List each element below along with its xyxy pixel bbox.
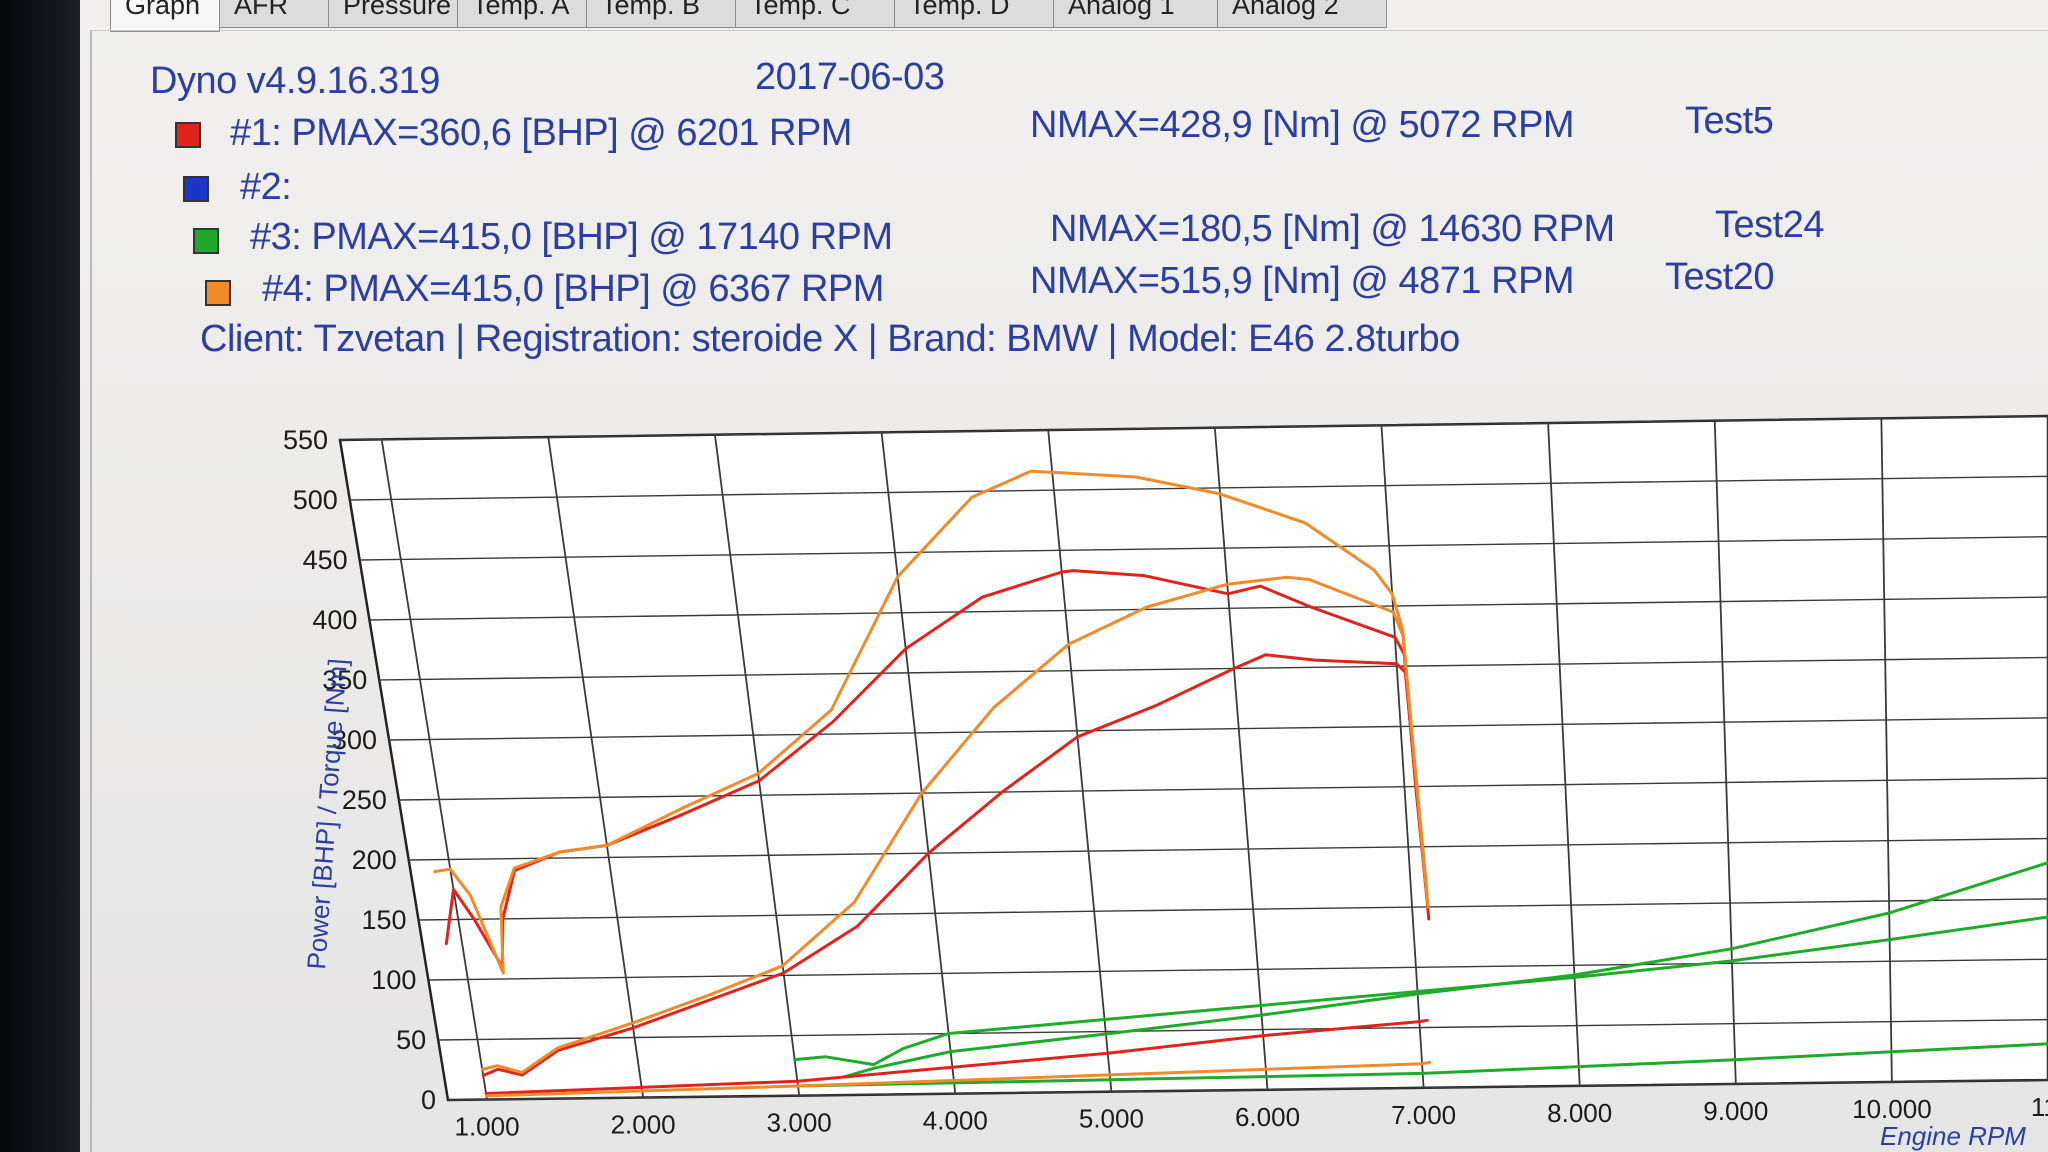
grid-line-y — [369, 596, 2048, 621]
x-tick-label: 3.000 — [767, 1108, 832, 1138]
run-2-label: #2: — [240, 166, 292, 208]
series-line-run3-aux — [796, 1042, 2048, 1088]
grid-line-y — [418, 898, 2048, 921]
y-tick-label: 300 — [332, 725, 377, 755]
x-tick-label: 4.000 — [923, 1106, 988, 1136]
graph-panel — [90, 30, 2048, 1152]
x-axis-label: Engine RPM — [1880, 1121, 2026, 1151]
y-tick-label: 450 — [303, 545, 348, 575]
grid-line-x — [880, 432, 957, 1094]
y-tick-label: 250 — [342, 785, 387, 815]
y-tick-label: 400 — [312, 605, 357, 635]
grid-line-y — [398, 777, 2048, 801]
grid-line-y — [447, 1079, 2048, 1101]
series-line-run1-power — [481, 653, 1430, 1077]
series-line-run1-aux — [484, 1018, 1429, 1095]
grid-line-y — [379, 656, 2048, 681]
grid-line-x — [714, 434, 801, 1096]
grid-line-y — [408, 837, 2048, 861]
x-tick-label: 7.000 — [1391, 1100, 1456, 1130]
run-3-test: Test24 — [1715, 204, 1824, 246]
x-axis-ticks: 1.000 2.000 3.000 4.000 5.000 6.000 7.000 8.000… — [454, 1092, 2048, 1142]
plot-area — [338, 414, 2048, 1102]
run-4-swatch[interactable] — [205, 280, 231, 306]
run-3-pmax: #3: PMAX=415,0 [BHP] @ 17140 RPM — [250, 216, 893, 258]
grid-line-y — [339, 415, 2048, 441]
run-4-nmax: NMAX=515,9 [Nm] @ 4871 RPM — [1030, 260, 1575, 302]
grid-line-x — [547, 436, 645, 1098]
x-tick-label: 10.000 — [1852, 1094, 1932, 1124]
version-label: Dyno v4.9.16.319 — [150, 60, 440, 102]
y-tick-label: 0 — [421, 1085, 436, 1115]
x-tick-label: 1.000 — [454, 1112, 519, 1142]
grid-line-y — [438, 1018, 2048, 1041]
run-3-swatch[interactable] — [193, 228, 219, 254]
y-tick-label: 350 — [322, 665, 367, 695]
run-1-swatch[interactable] — [175, 122, 201, 148]
grid-line-x — [1380, 425, 1425, 1088]
run-3-nmax: NMAX=180,5 [Nm] @ 14630 RPM — [1050, 208, 1615, 250]
y-tick-label: 200 — [352, 845, 397, 875]
grid-line-x — [380, 439, 488, 1100]
grid-line-x — [1047, 429, 1113, 1092]
y-tick-label: 50 — [396, 1025, 426, 1055]
tab-temp-b[interactable]: Temp. B — [586, 0, 736, 28]
y-tick-label: 100 — [371, 965, 416, 995]
series-line-run4-aux — [484, 1060, 1432, 1098]
x-tick-label: 2.000 — [611, 1110, 676, 1140]
grid-line-y — [389, 717, 2048, 741]
tab-analog-1[interactable]: Analog 1 — [1053, 0, 1218, 28]
tab-analog-2[interactable]: Analog 2 — [1217, 0, 1387, 28]
chart-series — [433, 469, 2048, 1098]
client-info: Client: Tzvetan | Registration: steroide… — [200, 318, 1460, 360]
x-tick-label: 6.000 — [1235, 1102, 1300, 1132]
plot-background — [338, 414, 2048, 1102]
tab-temp-a[interactable]: Temp. A — [457, 0, 587, 28]
tab-pressure[interactable]: Pressure — [328, 0, 458, 28]
x-tick-label: 8.000 — [1547, 1098, 1612, 1128]
grid-line-y — [359, 536, 2048, 561]
x-tick-label: 9.000 — [1703, 1096, 1768, 1126]
grid-line-y — [428, 958, 2048, 981]
run-4-pmax: #4: PMAX=415,0 [BHP] @ 6367 RPM — [262, 268, 884, 310]
y-tick-label: 500 — [293, 485, 338, 515]
run-1-nmax: NMAX=428,9 [Nm] @ 5072 RPM — [1030, 104, 1575, 146]
run-1-test: Test5 — [1685, 100, 1774, 142]
series-line-run4-power — [480, 575, 1429, 1075]
grid-line-x — [1213, 427, 1269, 1090]
date-label: 2017-06-03 — [755, 56, 945, 98]
series-line-run4-torque — [433, 469, 1430, 975]
series-line-run3-power — [842, 861, 2048, 1079]
chart-grid — [339, 415, 2048, 1101]
series-line-run3-torque — [793, 915, 2048, 1067]
x-tick-label: 11. — [2031, 1092, 2048, 1122]
y-axis-ticks: 0 50 100 150 200 250 300 350 400 450 500 550 — [283, 425, 436, 1115]
run-1-pmax: #1: PMAX=360,6 [BHP] @ 6201 RPM — [230, 112, 852, 154]
tab-graph[interactable]: Graph — [110, 0, 220, 32]
y-tick-label: 550 — [283, 425, 328, 455]
grid-line-x — [1880, 418, 1893, 1082]
tab-bar: Graph AFR Pressure Temp. A Temp. B Temp.… — [110, 0, 1640, 32]
x-tick-label: 5.000 — [1079, 1104, 1144, 1134]
tab-afr[interactable]: AFR — [219, 0, 329, 28]
run-2-swatch[interactable] — [183, 176, 209, 202]
tab-temp-d[interactable]: Temp. D — [894, 0, 1054, 28]
run-4-test: Test20 — [1665, 256, 1774, 298]
grid-line-x — [1713, 420, 1737, 1084]
y-tick-label: 150 — [361, 905, 406, 935]
